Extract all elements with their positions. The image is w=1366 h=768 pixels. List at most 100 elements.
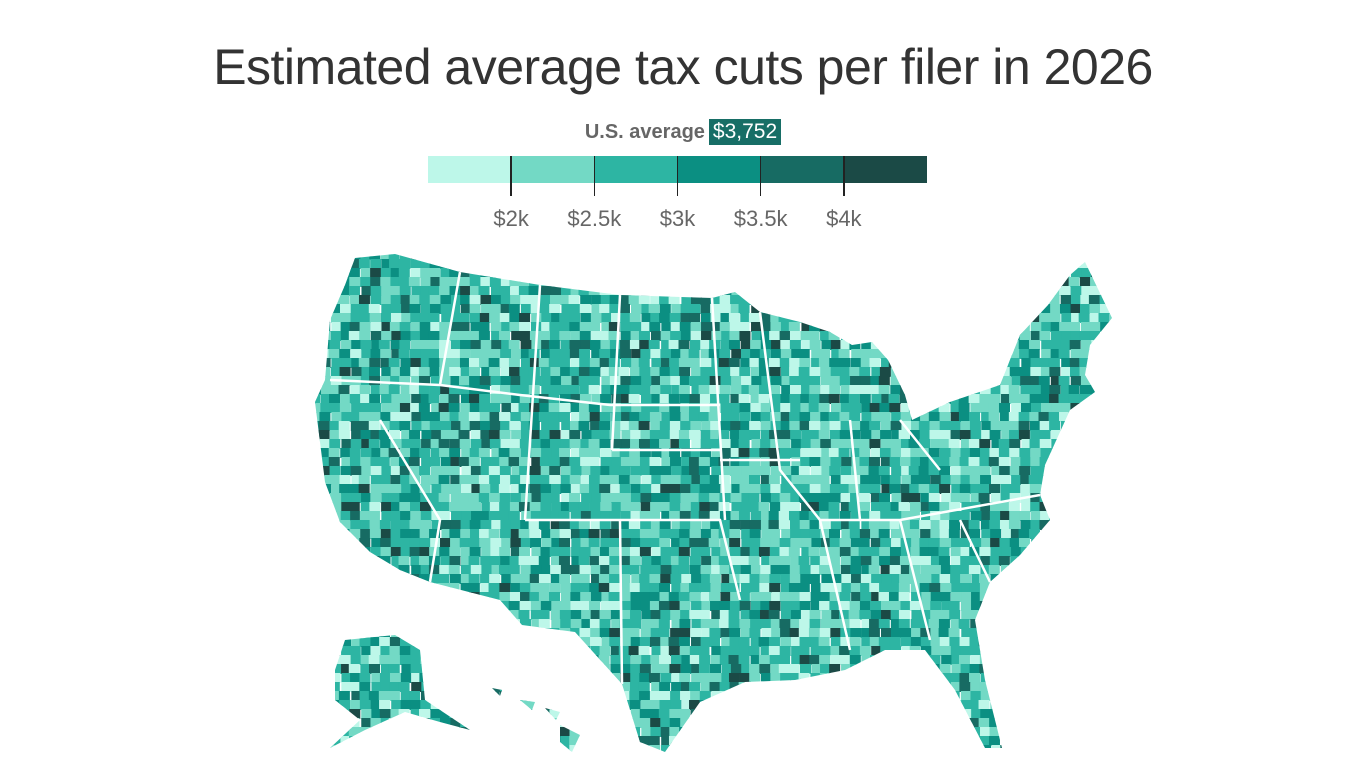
county [549,430,561,440]
county [630,511,642,521]
county [540,367,552,377]
county [1109,349,1112,359]
county [680,268,692,278]
county [999,592,1011,602]
county [579,304,591,314]
county [808,394,820,404]
county [780,682,792,692]
county [330,331,342,341]
county [579,358,591,368]
county [728,412,740,422]
county [741,529,753,539]
county [880,322,892,332]
county [1069,736,1081,746]
county [608,268,620,278]
county [509,754,520,764]
county [370,403,382,413]
county [871,736,883,746]
county [629,448,641,458]
county [870,700,882,710]
county [1020,754,1031,764]
county [1000,745,1012,752]
county [1031,691,1043,701]
county [780,502,792,512]
county [519,691,531,701]
county [981,511,993,521]
county [590,718,602,728]
county [1039,565,1051,575]
county [889,556,901,566]
county [970,682,982,692]
county [739,484,751,494]
county [769,583,781,593]
county [961,520,973,530]
county [430,349,442,359]
county [890,322,902,332]
county [858,268,870,278]
county [940,475,952,485]
county [731,502,743,512]
county [391,700,403,710]
county [319,574,331,584]
county [320,610,332,620]
county [1059,754,1070,764]
county [1049,286,1061,296]
county [590,421,602,431]
county [880,430,892,440]
county [559,322,571,332]
county [570,628,582,638]
county [400,700,412,710]
county [518,286,530,296]
county [760,331,772,341]
county [738,682,750,692]
county [429,637,441,647]
county [770,421,782,431]
county [649,457,661,467]
county [560,439,572,449]
county [750,286,762,296]
county [679,254,691,260]
county [891,412,903,422]
county [898,619,910,629]
county [1058,493,1070,503]
county [531,547,543,557]
county [550,529,562,539]
county [979,583,991,593]
county [541,322,553,332]
county [368,664,380,674]
county [699,691,711,701]
county [1108,691,1112,701]
county [571,709,583,719]
county [350,304,362,314]
county [978,574,990,584]
county [315,439,320,449]
county [780,736,792,746]
county [879,448,891,458]
county [361,349,373,359]
county [678,709,690,719]
county [400,745,412,752]
county [969,556,981,566]
county [870,655,882,665]
county [1070,601,1082,611]
county [559,254,571,260]
county [770,349,782,359]
county [599,709,611,719]
county [1028,583,1040,593]
county [770,502,782,512]
county [559,448,571,458]
county [370,430,382,440]
county [1061,313,1073,323]
county [720,376,732,386]
county [399,583,411,593]
county [768,646,780,656]
county [520,421,532,431]
county [590,664,602,674]
county [438,403,450,413]
county [629,475,641,485]
county [320,673,332,683]
county [1080,574,1092,584]
county [319,538,331,548]
county [380,754,391,764]
county [1100,367,1112,377]
